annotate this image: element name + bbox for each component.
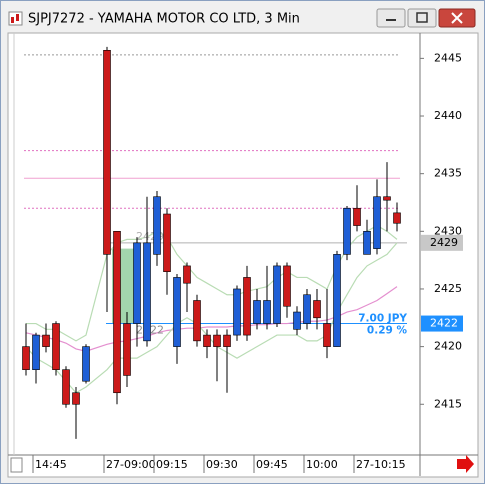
- y-tick-label: 2425: [434, 282, 462, 295]
- candle-body: [273, 265, 281, 324]
- candle-body: [263, 300, 271, 324]
- candle-body: [293, 311, 301, 330]
- candle-body: [163, 213, 171, 272]
- icon-bar: [16, 14, 19, 21]
- candle-body: [133, 242, 141, 324]
- candle-body: [233, 288, 241, 336]
- candle-body: [363, 231, 371, 255]
- candle-body: [32, 334, 40, 370]
- y-tick-label: 2440: [434, 109, 462, 122]
- candle-body: [113, 231, 121, 394]
- scroll-arrow[interactable]: [457, 455, 474, 473]
- price-tag-label: 2422: [430, 317, 458, 330]
- minimize-button[interactable]: [376, 8, 406, 28]
- candle-body: [103, 49, 111, 255]
- x-tick-label: 27-10:15: [356, 458, 406, 471]
- close-icon: [451, 12, 463, 24]
- y-tick-label: 2445: [434, 51, 462, 64]
- candle-body: [82, 346, 90, 382]
- candle-body: [223, 334, 231, 347]
- x-tick-label: 27-09:00: [106, 458, 156, 471]
- y-tick-label: 2420: [434, 340, 462, 353]
- candle-body: [143, 242, 151, 342]
- candle-body: [203, 334, 211, 347]
- y-tick-label: 2435: [434, 167, 462, 180]
- y-tick-label: 2430: [434, 224, 462, 237]
- maximize-icon: [416, 12, 428, 23]
- candle-body: [173, 277, 181, 347]
- candle-body: [323, 323, 331, 347]
- candle-body: [153, 196, 161, 255]
- price-tag: [421, 315, 463, 332]
- candle-body: [72, 392, 80, 405]
- candle-body: [313, 300, 321, 319]
- candle-body: [343, 207, 351, 255]
- candle-body: [283, 265, 291, 307]
- y-tick-label: 2415: [434, 397, 462, 410]
- x-tick-label: 10:00: [306, 458, 338, 471]
- price-tag-label: 2429: [430, 236, 458, 249]
- candle-body: [193, 300, 201, 342]
- candle-body: [303, 294, 311, 324]
- candle-body: [62, 369, 70, 405]
- candle-body: [383, 196, 391, 201]
- candle-body: [42, 334, 50, 347]
- candle-body: [52, 323, 60, 370]
- candle-body: [353, 207, 361, 226]
- window-title: SJPJ7272 - YAMAHA MOTOR CO LTD, 3 Min: [28, 12, 300, 27]
- app-icon: [8, 11, 23, 26]
- candle-body: [183, 265, 191, 284]
- candle-body: [213, 334, 221, 347]
- candle-body: [373, 196, 381, 249]
- x-tick-label: 14:45: [35, 458, 67, 471]
- maximize-button[interactable]: [407, 8, 437, 28]
- candle-body: [22, 346, 30, 370]
- icon-bar: [11, 17, 14, 23]
- measure-label: 7.00 JPY: [358, 313, 407, 325]
- chart-area: [7, 32, 479, 478]
- x-tick-label: 09:45: [256, 458, 288, 471]
- candle-body: [393, 212, 401, 224]
- scroll-box[interactable]: [10, 457, 23, 473]
- measure-label: 0.29 %: [367, 325, 408, 337]
- x-tick-label: 09:15: [156, 458, 188, 471]
- candle-body: [243, 277, 251, 336]
- candle-body: [123, 323, 131, 376]
- candle-body: [333, 254, 341, 347]
- price-tag: [421, 234, 463, 251]
- candle-body: [253, 300, 261, 324]
- x-tick-label: 09:30: [206, 458, 238, 471]
